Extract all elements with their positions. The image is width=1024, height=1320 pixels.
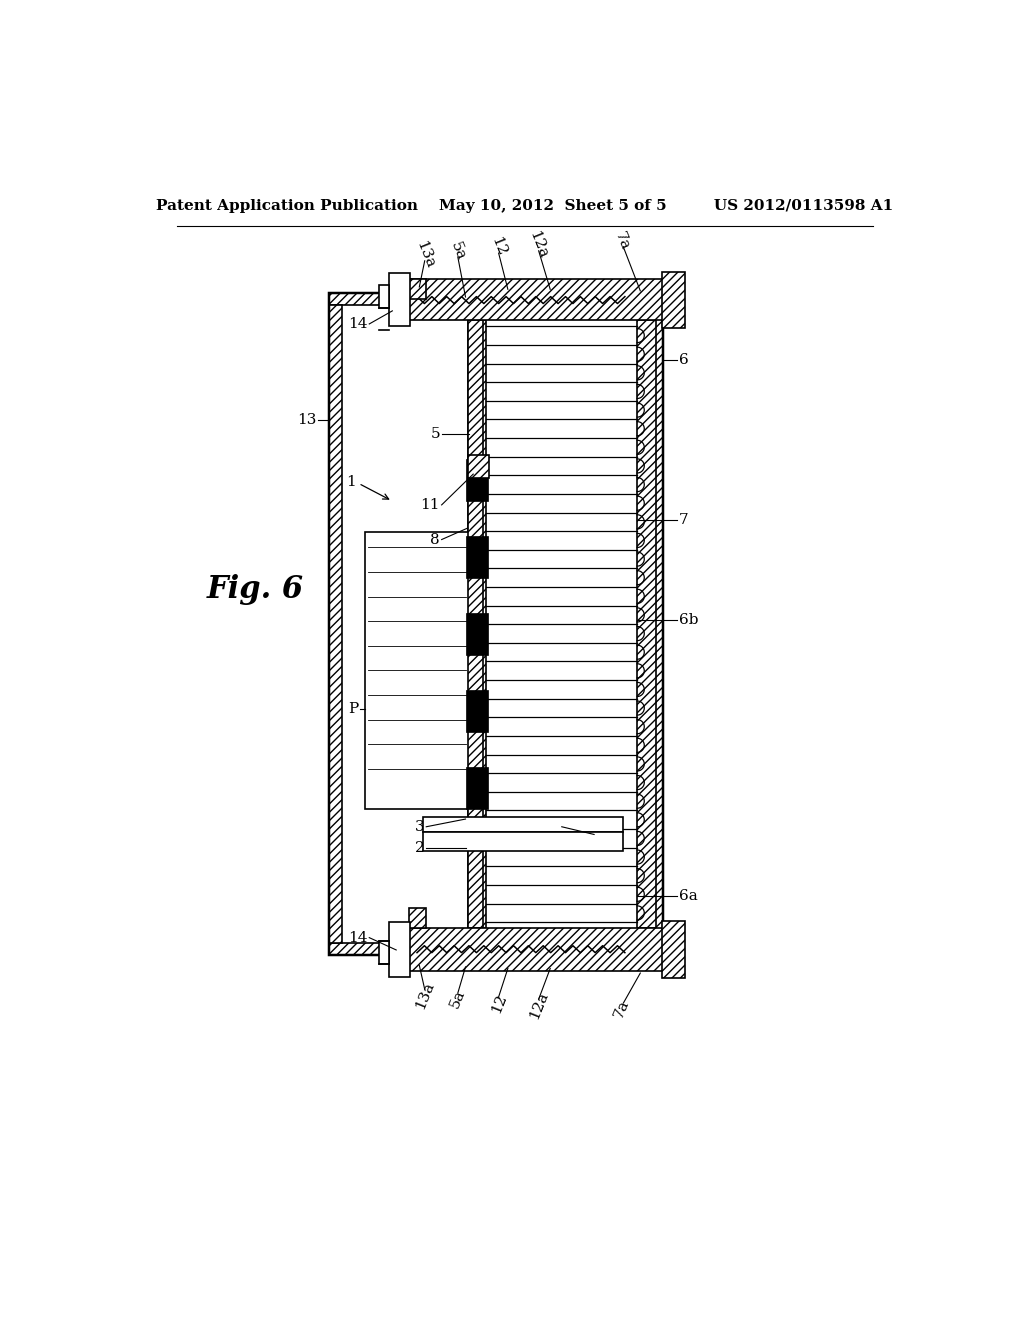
Text: 12a: 12a — [526, 990, 551, 1022]
Bar — [468, 455, 489, 478]
Bar — [410, 908, 426, 928]
Text: 11: 11 — [421, 498, 440, 512]
Text: 7a: 7a — [612, 230, 632, 252]
Bar — [423, 817, 624, 832]
Text: Fig. 6: Fig. 6 — [207, 574, 304, 605]
Text: 12: 12 — [488, 235, 509, 259]
Bar — [637, 321, 655, 928]
Bar — [330, 293, 664, 956]
Bar — [330, 942, 664, 956]
Text: 8: 8 — [430, 532, 440, 546]
Bar — [486, 326, 637, 923]
Bar — [466, 459, 487, 502]
Bar — [388, 273, 410, 326]
Text: 1: 1 — [346, 475, 355, 488]
Bar — [662, 921, 685, 978]
Bar — [662, 272, 685, 327]
Bar — [468, 321, 483, 928]
Bar — [330, 305, 342, 942]
Bar — [466, 536, 487, 578]
Text: 5a: 5a — [447, 987, 468, 1011]
Bar — [410, 280, 426, 300]
Text: P: P — [348, 702, 358, 715]
Bar — [468, 455, 489, 478]
Bar — [410, 928, 664, 970]
Bar — [466, 767, 487, 809]
Text: 13a: 13a — [413, 239, 436, 271]
Bar — [410, 280, 664, 321]
Bar — [379, 285, 388, 308]
Text: 13a: 13a — [413, 979, 436, 1011]
Bar — [423, 832, 624, 851]
Bar — [410, 280, 426, 300]
Bar — [410, 928, 664, 970]
Text: 7a: 7a — [612, 998, 632, 1020]
Text: 14: 14 — [348, 931, 368, 945]
Bar — [410, 908, 426, 928]
Bar — [388, 923, 410, 977]
Text: 13: 13 — [298, 413, 316, 428]
Bar — [330, 293, 664, 305]
Bar — [330, 293, 664, 305]
Text: 3: 3 — [415, 820, 425, 834]
Text: Patent Application Publication    May 10, 2012  Sheet 5 of 5         US 2012/011: Patent Application Publication May 10, 2… — [157, 199, 893, 213]
Bar — [466, 689, 487, 733]
Text: 6a: 6a — [679, 890, 697, 903]
Text: 5a: 5a — [447, 239, 468, 263]
Text: 7: 7 — [679, 513, 688, 527]
Bar — [466, 612, 487, 655]
Bar — [662, 921, 685, 978]
Bar — [637, 321, 655, 928]
Bar — [366, 532, 469, 809]
Bar — [410, 280, 664, 321]
Text: 12a: 12a — [526, 228, 551, 260]
Text: 5: 5 — [430, 428, 440, 441]
Bar — [468, 321, 486, 928]
Bar — [379, 941, 388, 965]
Text: 6: 6 — [679, 354, 688, 367]
Text: 12: 12 — [488, 991, 509, 1015]
Text: 6b: 6b — [679, 614, 698, 627]
Bar — [662, 272, 685, 327]
Bar — [330, 305, 342, 942]
Bar — [651, 305, 664, 942]
Text: 4: 4 — [596, 828, 605, 841]
Text: 14: 14 — [348, 317, 368, 331]
Bar — [468, 321, 483, 928]
Bar — [468, 321, 486, 928]
Text: 2: 2 — [415, 841, 425, 854]
Bar — [651, 305, 664, 942]
Bar — [330, 942, 664, 956]
